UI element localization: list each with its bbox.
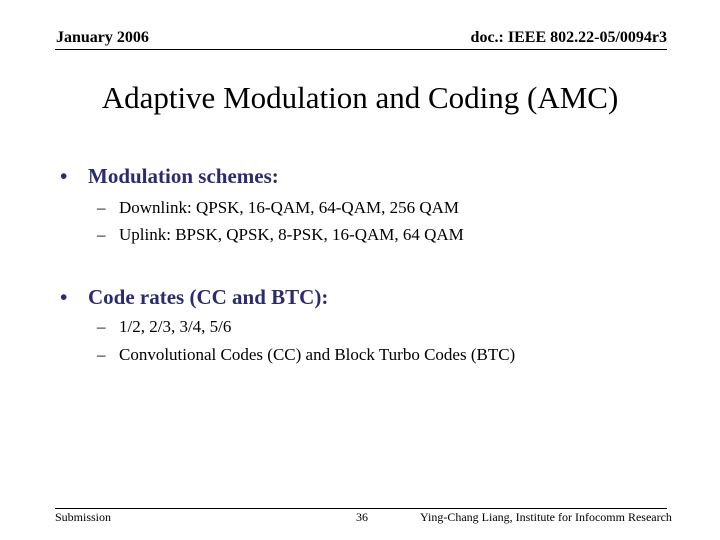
bullet-marker: • (60, 164, 68, 188)
subitem-label: Convolutional Codes (CC) and Block Turbo… (119, 345, 516, 364)
footer-divider (55, 508, 667, 509)
bullet-label: Modulation schemes: (88, 164, 279, 188)
subitem-rates-list: –1/2, 2/3, 3/4, 5/6 (97, 316, 231, 338)
subitem-marker: – (97, 225, 106, 244)
subitem-uplink: – Uplink: BPSK, QPSK, 8-PSK, 16-QAM, 64 Q… (97, 224, 464, 246)
subitem-downlink: – Downlink: QPSK, 16-QAM, 64-QAM, 256 QAM (97, 197, 459, 219)
page-number: 36 (356, 510, 368, 524)
footer-author: Ying-Chang Liang, Institute for Infocomm… (420, 510, 672, 524)
header-date: January 2006 (56, 29, 149, 46)
subitem-marker: – (97, 317, 106, 336)
slide-title: Adaptive Modulation and Coding (AMC) (101, 80, 619, 115)
bullet-code-rates: • Code rates (CC and BTC): (60, 284, 328, 310)
subitem-label: Downlink: QPSK, 16-QAM, 64-QAM, 256 QAM (119, 198, 460, 217)
subitem-code-types: – Convolutional Codes (CC) and Block Turb… (97, 344, 515, 366)
bullet-marker: • (60, 285, 68, 309)
bullet-label: Code rates (CC and BTC): (88, 285, 329, 309)
header-doc-id: doc.: IEEE 802.22-05/0094r3 (470, 29, 667, 46)
subitem-label: 1/2, 2/3, 3/4, 5/6 (119, 317, 232, 336)
subitem-marker: – (97, 198, 106, 217)
header-divider (55, 49, 667, 50)
subitem-marker: – (97, 345, 106, 364)
bullet-modulation-schemes: • Modulation schemes: (60, 163, 279, 189)
footer-submission: Submission (55, 510, 112, 524)
subitem-label: Uplink: BPSK, QPSK, 8-PSK, 16-QAM, 64 QA… (119, 225, 464, 244)
